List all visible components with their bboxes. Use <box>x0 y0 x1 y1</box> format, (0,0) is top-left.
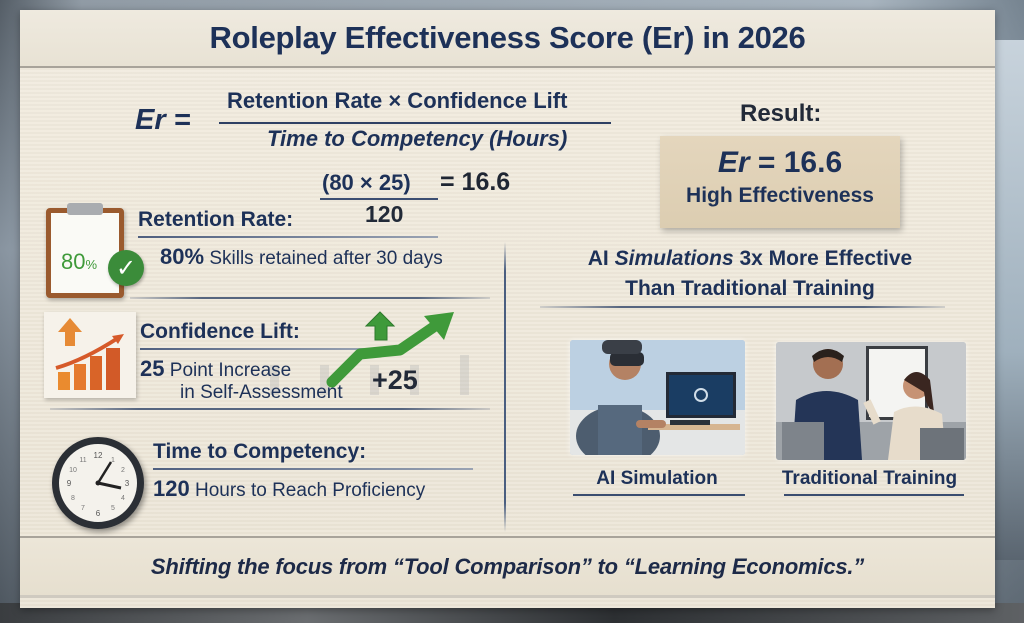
tagline-term: Tool Comparison <box>403 553 581 579</box>
metric-time: Time to Competency: 120 Hours to Reach P… <box>153 440 483 502</box>
fraction-bar <box>219 122 611 124</box>
clock-icon: 12 3 6 9 1 2 4 5 7 8 10 11 <box>52 437 144 529</box>
calc-fraction-bar <box>320 198 438 200</box>
metric-confidence: Confidence Lift: 25 Point Increase in Se… <box>140 320 380 404</box>
metric-rule <box>138 236 438 238</box>
svg-text:5: 5 <box>111 505 115 512</box>
svg-text:8: 8 <box>71 495 75 502</box>
checkmark-icon: ✓ <box>108 250 144 286</box>
metric-label: Time to Competency: <box>153 440 367 463</box>
footer-band: Shifting the focus from “Tool Comparison… <box>20 536 995 598</box>
svg-text:2: 2 <box>121 467 125 474</box>
tagline: Shifting the focus from “Tool Comparison… <box>150 553 865 579</box>
caption-rule <box>784 494 964 496</box>
comparison-heading: AI Simulations 3x More Effective Than Tr… <box>540 244 960 305</box>
svg-text:11: 11 <box>79 457 86 464</box>
floor-background <box>0 603 1024 623</box>
clipboard-icon: 80% <box>46 203 124 298</box>
svg-text:9: 9 <box>67 479 72 488</box>
svg-text:7: 7 <box>81 505 85 512</box>
vertical-divider <box>504 242 506 532</box>
traditional-training-photo <box>776 342 966 460</box>
metric-value: 80% <box>160 244 205 269</box>
metric-description: 120 Hours to Reach Proficiency <box>153 476 426 501</box>
result-value: Er = 16.6 <box>660 146 900 180</box>
ai-simulation-caption: AI Simulation <box>596 468 718 489</box>
clipboard-percentage: 80% <box>61 249 98 274</box>
calc-numerator: (80 × 25) <box>322 170 411 195</box>
formula-numerator: Retention Rate × Confidence Lift <box>227 88 568 113</box>
confidence-badge: +25 <box>372 365 418 395</box>
result-label: Result: <box>740 100 822 127</box>
metric-retention: Retention Rate: 80% Skills retained afte… <box>138 208 498 270</box>
result-er-symbol: Er <box>717 146 750 179</box>
comparison-heading-line1: AI Simulations 3x More Effective <box>587 247 913 270</box>
metric-description: 25 Point Increase <box>140 356 292 381</box>
metric-rule <box>153 468 473 470</box>
infographic-poster: Roleplay Effectiveness Score (Er) in 202… <box>20 10 995 608</box>
metric-label: Retention Rate: <box>138 208 294 231</box>
growth-chart-icon <box>44 312 136 398</box>
result-description: High Effectiveness <box>686 184 874 207</box>
metric-rule <box>140 348 370 350</box>
ai-simulation-photo <box>570 340 745 455</box>
traditional-training-caption: Traditional Training <box>781 468 958 489</box>
formula: Er = Retention Rate × Confidence Lift Ti… <box>135 82 615 192</box>
svg-text:1: 1 <box>111 457 115 464</box>
formula-denominator: Time to Competency (Hours) <box>267 126 568 151</box>
page-title: Roleplay Effectiveness Score (Er) in 202… <box>209 20 806 55</box>
green-trend-arrow-icon <box>326 311 454 388</box>
divider <box>50 408 490 410</box>
metric-label: Confidence Lift: <box>140 320 300 343</box>
metric-value: 120 <box>153 476 190 501</box>
title-band: Roleplay Effectiveness Score (Er) in 202… <box>20 10 995 68</box>
formula-calculation: (80 × 25) 120 = 16.6 <box>320 168 580 240</box>
clipboard-clip <box>67 203 103 215</box>
result-box: Er = 16.6 High Effectiveness <box>660 136 900 228</box>
divider <box>130 297 490 299</box>
svg-text:10: 10 <box>69 467 77 474</box>
metric-description-line2: in Self-Assessment <box>180 382 343 403</box>
result-number: = 16.6 <box>757 146 843 179</box>
background-bars <box>260 355 490 395</box>
svg-text:6: 6 <box>96 509 101 518</box>
caption-rule <box>573 494 745 496</box>
calc-result: = 16.6 <box>440 168 511 196</box>
metric-value: 25 <box>140 356 165 381</box>
formula-lhs: Er = <box>135 104 191 136</box>
svg-text:4: 4 <box>121 495 125 502</box>
metric-description: 80% Skills retained after 30 days <box>160 244 443 269</box>
divider <box>540 306 945 308</box>
svg-text:3: 3 <box>125 479 130 488</box>
comparison-heading-line2: Than Traditional Training <box>625 277 875 301</box>
calc-denominator: 120 <box>365 201 404 227</box>
svg-text:12: 12 <box>94 451 103 460</box>
